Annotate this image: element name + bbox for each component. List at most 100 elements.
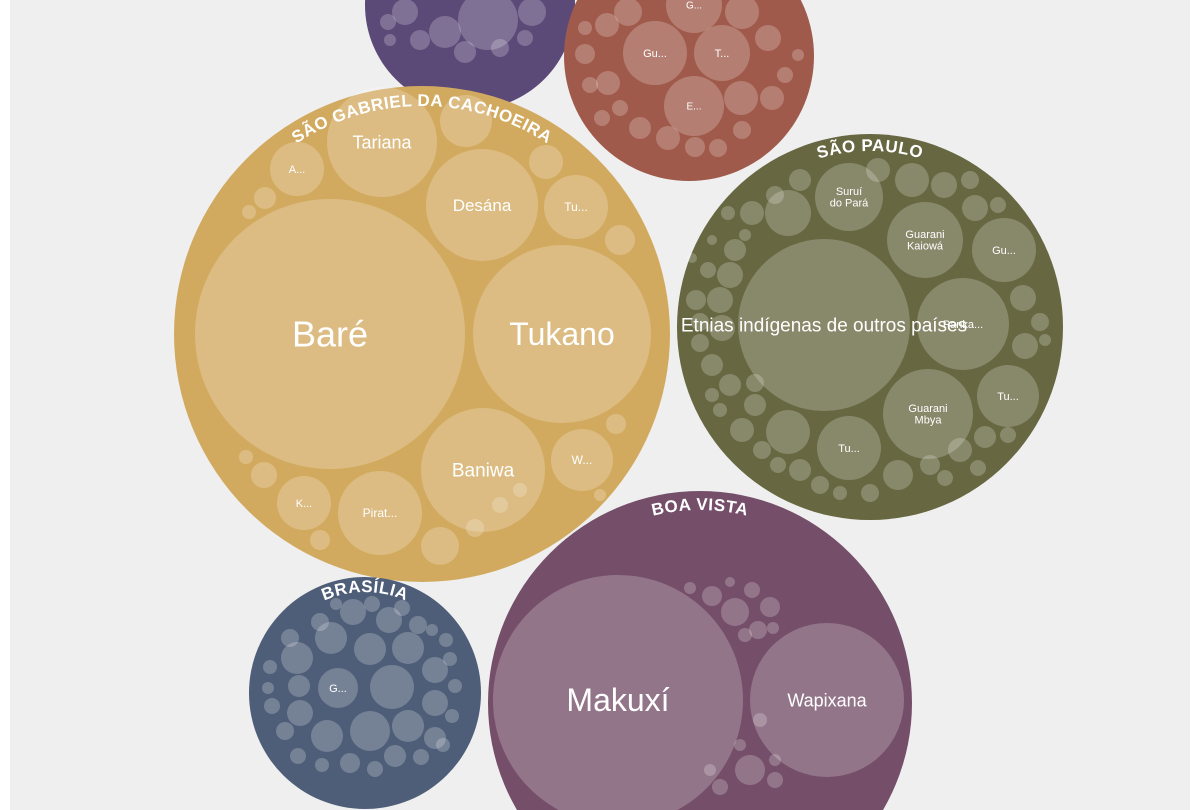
ethnic-bubble-small[interactable] — [281, 629, 299, 647]
ethnic-bubble-small[interactable] — [311, 720, 343, 752]
ethnic-bubble[interactable] — [694, 25, 750, 81]
ethnic-bubble-small[interactable] — [518, 0, 546, 26]
ethnic-bubble-small[interactable] — [691, 313, 709, 331]
ethnic-bubble-small[interactable] — [730, 418, 754, 442]
ethnic-bubble-small[interactable] — [422, 657, 448, 683]
ethnic-bubble-small[interactable] — [753, 713, 767, 727]
ethnic-bubble-small[interactable] — [445, 709, 459, 723]
ethnic-bubble-small[interactable] — [413, 749, 429, 765]
ethnic-bubble-small[interactable] — [738, 628, 752, 642]
ethnic-bubble-small[interactable] — [410, 30, 430, 50]
ethnic-bubble-small[interactable] — [702, 586, 722, 606]
ethnic-bubble-small[interactable] — [578, 21, 592, 35]
ethnic-bubble-small[interactable] — [1010, 285, 1036, 311]
ethnic-bubble[interactable] — [544, 175, 608, 239]
ethnic-bubble-small[interactable] — [704, 764, 716, 776]
ethnic-bubble[interactable] — [977, 365, 1039, 427]
group-bubble[interactable] — [365, 0, 575, 110]
ethnic-bubble-small[interactable] — [492, 497, 508, 513]
ethnic-bubble-small[interactable] — [426, 624, 438, 636]
ethnic-bubble-small[interactable] — [883, 460, 913, 490]
ethnic-bubble-small[interactable] — [746, 374, 764, 392]
ethnic-bubble[interactable] — [338, 471, 422, 555]
ethnic-bubble-small[interactable] — [713, 403, 727, 417]
ethnic-bubble-small[interactable] — [392, 0, 418, 25]
ethnic-bubble-small[interactable] — [612, 100, 628, 116]
ethnic-bubble-small[interactable] — [709, 139, 727, 157]
ethnic-bubble-small[interactable] — [429, 16, 461, 48]
ethnic-bubble-small[interactable] — [440, 95, 492, 147]
ethnic-bubble-small[interactable] — [687, 253, 697, 263]
ethnic-bubble-small[interactable] — [517, 30, 533, 46]
ethnic-bubble[interactable] — [917, 278, 1009, 370]
ethnic-bubble-small[interactable] — [290, 748, 306, 764]
ethnic-bubble-small[interactable] — [596, 71, 620, 95]
ethnic-bubble-small[interactable] — [974, 426, 996, 448]
ethnic-bubble-small[interactable] — [466, 519, 484, 537]
ethnic-bubble-small[interactable] — [281, 642, 313, 674]
ethnic-bubble-small[interactable] — [931, 172, 957, 198]
ethnic-bubble-small[interactable] — [656, 126, 680, 150]
ethnic-bubble-small[interactable] — [287, 700, 313, 726]
ethnic-bubble-small[interactable] — [685, 137, 705, 157]
ethnic-bubble-small[interactable] — [811, 476, 829, 494]
ethnic-bubble-small[interactable] — [725, 577, 735, 587]
ethnic-bubble-small[interactable] — [753, 441, 771, 459]
group-bubble[interactable] — [488, 491, 912, 810]
ethnic-bubble[interactable] — [972, 218, 1036, 282]
ethnic-bubble-small[interactable] — [701, 354, 723, 376]
ethnic-bubble-small[interactable] — [724, 81, 758, 115]
ethnic-bubble-small[interactable] — [961, 171, 979, 189]
ethnic-bubble[interactable] — [327, 87, 437, 197]
ethnic-bubble-small[interactable] — [948, 438, 972, 462]
ethnic-bubble-small[interactable] — [739, 229, 751, 241]
ethnic-bubble-small[interactable] — [443, 652, 457, 666]
ethnic-bubble-small[interactable] — [861, 484, 879, 502]
ethnic-bubble-small[interactable] — [448, 679, 462, 693]
ethnic-bubble-small[interactable] — [733, 121, 751, 139]
ethnic-bubble-small[interactable] — [749, 621, 767, 639]
ethnic-bubble-small[interactable] — [1031, 313, 1049, 331]
ethnic-bubble-small[interactable] — [491, 39, 509, 57]
group-bubble[interactable] — [677, 134, 1063, 520]
ethnic-bubble-small[interactable] — [721, 598, 749, 626]
ethnic-bubble-small[interactable] — [629, 117, 651, 139]
ethnic-bubble-small[interactable] — [288, 675, 310, 697]
ethnic-bubble-small[interactable] — [254, 187, 276, 209]
ethnic-bubble-small[interactable] — [251, 462, 277, 488]
ethnic-bubble-small[interactable] — [700, 262, 716, 278]
ethnic-bubble-small[interactable] — [895, 163, 929, 197]
ethnic-bubble[interactable] — [883, 369, 973, 459]
ethnic-bubble-small[interactable] — [735, 755, 765, 785]
ethnic-bubble-small[interactable] — [721, 206, 735, 220]
ethnic-bubble-small[interactable] — [789, 169, 811, 191]
group-bubble[interactable] — [249, 577, 481, 809]
ethnic-bubble-small[interactable] — [595, 13, 619, 37]
ethnic-bubble-small[interactable] — [350, 711, 390, 751]
ethnic-bubble-small[interactable] — [760, 597, 780, 617]
ethnic-bubble-small[interactable] — [755, 25, 781, 51]
ethnic-bubble[interactable] — [750, 623, 904, 777]
ethnic-bubble-small[interactable] — [769, 754, 781, 766]
ethnic-bubble-small[interactable] — [705, 388, 719, 402]
ethnic-bubble-small[interactable] — [744, 394, 766, 416]
ethnic-bubble-small[interactable] — [310, 530, 330, 550]
ethnic-bubble-small[interactable] — [594, 489, 606, 501]
ethnic-bubble[interactable] — [664, 76, 724, 136]
ethnic-bubble-small[interactable] — [962, 195, 988, 221]
ethnic-bubble[interactable] — [473, 245, 651, 423]
ethnic-bubble-small[interactable] — [262, 682, 274, 694]
ethnic-bubble[interactable] — [551, 429, 613, 491]
ethnic-bubble[interactable] — [623, 21, 687, 85]
ethnic-bubble[interactable] — [270, 142, 324, 196]
ethnic-bubble-small[interactable] — [575, 44, 595, 64]
ethnic-bubble-small[interactable] — [340, 599, 366, 625]
ethnic-bubble-small[interactable] — [605, 225, 635, 255]
ethnic-bubble-small[interactable] — [392, 710, 424, 742]
ethnic-bubble-small[interactable] — [707, 235, 717, 245]
ethnic-bubble[interactable] — [817, 416, 881, 480]
ethnic-bubble-small[interactable] — [970, 460, 986, 476]
ethnic-bubble-small[interactable] — [1039, 334, 1051, 346]
ethnic-bubble-small[interactable] — [392, 632, 424, 664]
ethnic-bubble-small[interactable] — [582, 77, 598, 93]
